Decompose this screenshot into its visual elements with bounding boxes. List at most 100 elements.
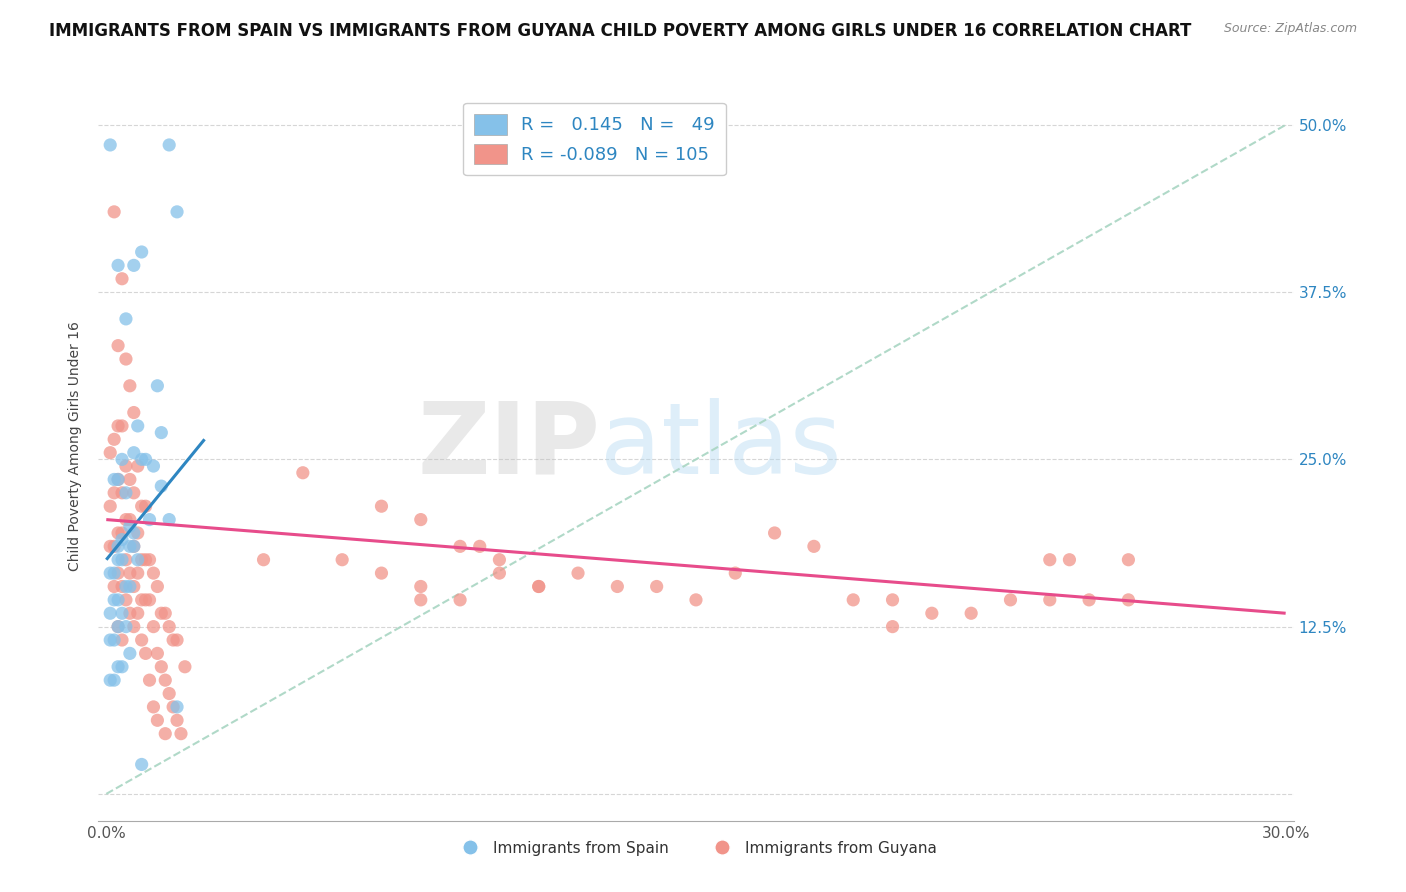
Point xyxy=(127,566,149,581)
Y-axis label: Child Poverty Among Girls Under 16: Child Poverty Among Girls Under 16 xyxy=(69,321,83,571)
Point xyxy=(157,620,180,634)
Point xyxy=(921,607,943,621)
Point xyxy=(1118,553,1140,567)
Point xyxy=(115,553,138,567)
Point xyxy=(98,607,121,621)
Point xyxy=(488,553,510,567)
Point xyxy=(107,553,129,567)
Point xyxy=(122,580,145,594)
Point xyxy=(111,485,134,500)
Point xyxy=(98,566,121,581)
Point xyxy=(103,433,125,447)
Point xyxy=(118,566,141,581)
Point xyxy=(146,646,169,660)
Point xyxy=(1039,593,1062,607)
Point xyxy=(409,593,432,607)
Point xyxy=(107,620,129,634)
Point xyxy=(146,714,169,728)
Point xyxy=(146,379,169,393)
Point xyxy=(449,539,471,553)
Point xyxy=(122,259,145,273)
Point xyxy=(111,452,134,467)
Point xyxy=(527,580,550,594)
Text: Source: ZipAtlas.com: Source: ZipAtlas.com xyxy=(1223,22,1357,36)
Point xyxy=(131,757,153,772)
Point xyxy=(166,699,188,714)
Point xyxy=(370,566,392,581)
Point xyxy=(115,620,138,634)
Point xyxy=(1078,593,1101,607)
Point xyxy=(98,138,121,153)
Point xyxy=(107,539,129,553)
Point xyxy=(135,646,157,660)
Point xyxy=(107,660,129,674)
Point xyxy=(131,500,153,514)
Point xyxy=(1118,593,1140,607)
Point xyxy=(127,526,149,541)
Point xyxy=(155,673,177,688)
Point xyxy=(142,459,165,474)
Point xyxy=(291,466,314,480)
Point xyxy=(1059,553,1081,567)
Point xyxy=(107,593,129,607)
Legend: Immigrants from Spain, Immigrants from Guyana: Immigrants from Spain, Immigrants from G… xyxy=(449,835,943,862)
Point xyxy=(111,419,134,434)
Point xyxy=(115,593,138,607)
Point xyxy=(115,352,138,367)
Point xyxy=(98,446,121,460)
Point xyxy=(118,646,141,660)
Point xyxy=(103,593,125,607)
Point xyxy=(103,580,125,594)
Point xyxy=(107,473,129,487)
Point xyxy=(135,553,157,567)
Point xyxy=(118,512,141,526)
Point xyxy=(370,500,392,514)
Text: ZIP: ZIP xyxy=(418,398,600,494)
Point xyxy=(118,519,141,533)
Text: IMMIGRANTS FROM SPAIN VS IMMIGRANTS FROM GUYANA CHILD POVERTY AMONG GIRLS UNDER : IMMIGRANTS FROM SPAIN VS IMMIGRANTS FROM… xyxy=(49,22,1192,40)
Point xyxy=(252,553,274,567)
Point xyxy=(131,244,153,259)
Point xyxy=(122,406,145,420)
Point xyxy=(409,580,432,594)
Point xyxy=(1000,593,1022,607)
Point xyxy=(107,339,129,353)
Point xyxy=(107,419,129,434)
Point xyxy=(103,673,125,688)
Point xyxy=(111,272,134,286)
Point xyxy=(98,673,121,688)
Point xyxy=(166,633,188,648)
Point xyxy=(103,205,125,219)
Point xyxy=(115,312,138,326)
Point xyxy=(118,607,141,621)
Point xyxy=(567,566,589,581)
Point xyxy=(115,512,138,526)
Point xyxy=(150,425,173,440)
Text: atlas: atlas xyxy=(600,398,842,494)
Point xyxy=(146,580,169,594)
Point xyxy=(115,580,138,594)
Point xyxy=(162,699,184,714)
Point xyxy=(135,452,157,467)
Point xyxy=(166,714,188,728)
Point xyxy=(103,566,125,581)
Point xyxy=(118,473,141,487)
Point xyxy=(803,539,825,553)
Point xyxy=(122,485,145,500)
Point xyxy=(449,593,471,607)
Point xyxy=(138,593,160,607)
Point xyxy=(107,259,129,273)
Point xyxy=(118,379,141,393)
Point xyxy=(111,526,134,541)
Point xyxy=(103,485,125,500)
Point xyxy=(103,473,125,487)
Point xyxy=(122,539,145,553)
Point xyxy=(103,539,125,553)
Point xyxy=(107,620,129,634)
Point xyxy=(138,673,160,688)
Point xyxy=(127,553,149,567)
Point xyxy=(155,607,177,621)
Point xyxy=(115,459,138,474)
Point xyxy=(111,660,134,674)
Point xyxy=(150,607,173,621)
